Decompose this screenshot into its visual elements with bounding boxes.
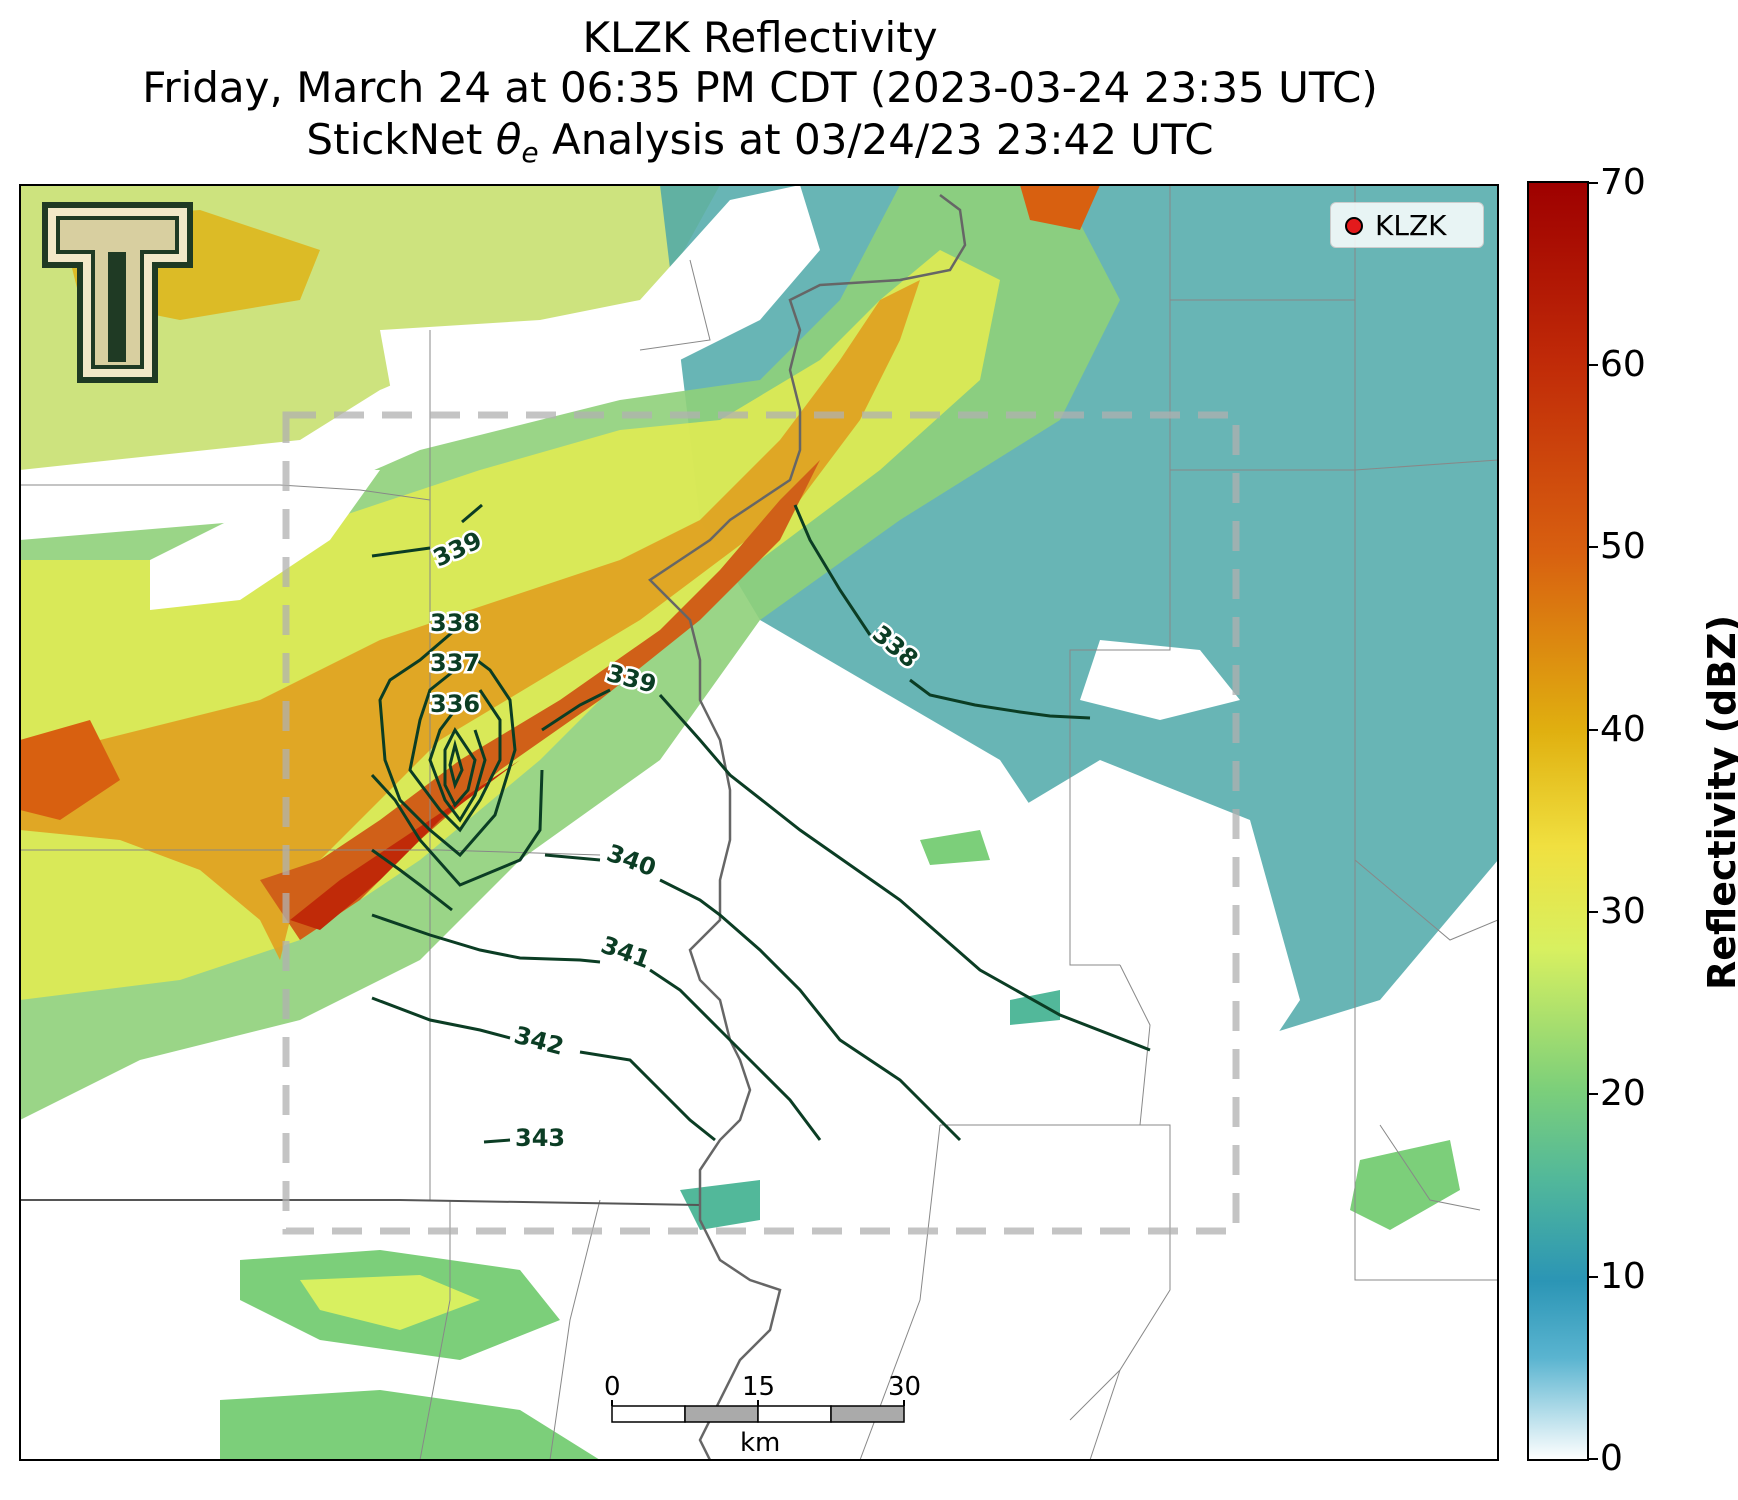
contour-label: 338 [430,609,480,637]
title-line-3: StickNet θe Analysis at 03/24/23 23:42 U… [0,116,1520,177]
scale-tick-15: 15 [742,1372,776,1402]
colorbar-tick: 0 [1600,1438,1623,1479]
scale-bar [611,1400,905,1423]
theta-subscript: e [521,136,539,169]
colorbar-tick: 60 [1600,344,1646,385]
colorbar-tick: 50 [1600,526,1646,567]
colorbar [1527,181,1589,1461]
contour-label: 343 [515,1124,565,1152]
analysis-box [282,411,1240,1235]
colorbar-tick: 10 [1600,1256,1646,1297]
legend: KLZK [1330,202,1484,248]
scale-tick-30: 30 [888,1372,922,1402]
title-line-2: Friday, March 24 at 06:35 PM CDT (2023-0… [142,63,1378,112]
colorbar-tick: 30 [1600,891,1646,932]
colorbar-tick: 40 [1600,709,1646,750]
radar-field [20,185,1498,1460]
radar-marker-icon [1345,217,1363,235]
theta-e-contours [370,503,1151,1144]
scale-tick-0: 0 [604,1372,621,1402]
title-line-3-suffix: Analysis at 03/24/23 23:42 UTC [538,115,1214,164]
scale-unit: km [740,1428,781,1458]
theta-symbol: θ [495,115,522,164]
legend-label: KLZK [1375,209,1447,242]
contour-label: 337 [430,649,480,677]
colorbar-tick: 70 [1600,162,1646,203]
map-frame [19,184,1499,1461]
contour-label: 336 [430,690,480,718]
colorbar-label: Reflectivity (dBZ) [1700,614,1738,990]
texas-tech-logo-icon [42,202,193,383]
colorbar-tick: 20 [1600,1073,1646,1114]
title-line-3-prefix: StickNet [306,115,496,164]
title-line-1: KLZK Reflectivity [582,13,938,62]
